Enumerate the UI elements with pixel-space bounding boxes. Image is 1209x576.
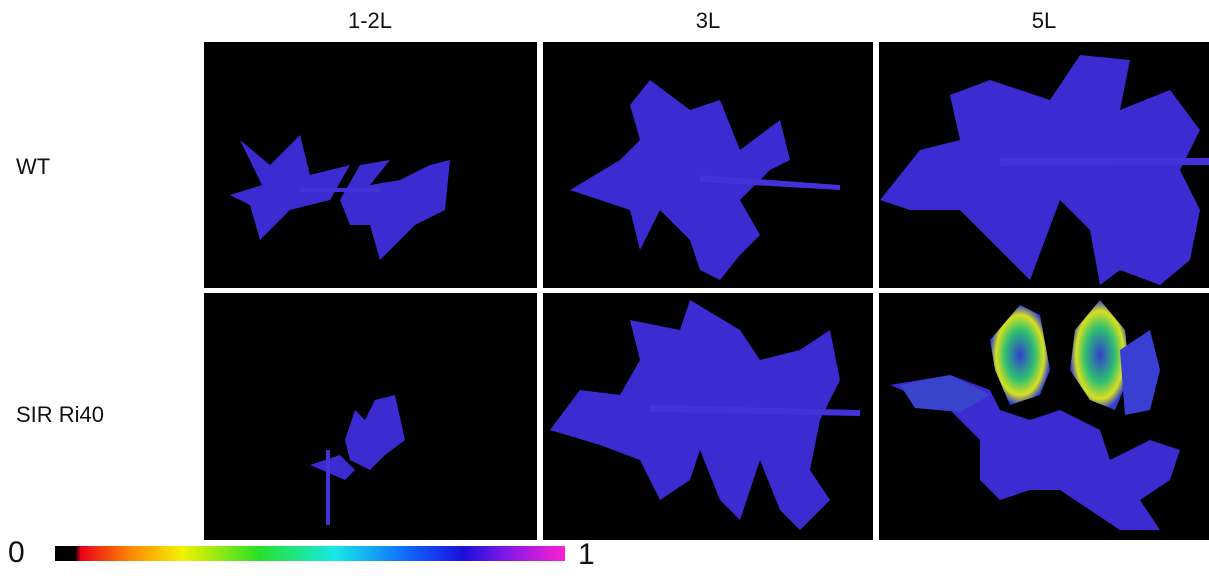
row-label: SIR Ri40 [16, 402, 104, 427]
column-label: 1-2L [348, 8, 392, 33]
column-label: 3L [696, 8, 720, 33]
colorbar-max-label: 1 [578, 538, 595, 571]
page: 1-2L 3L 5L WT SIR Ri40 [0, 0, 1209, 571]
colorbar [55, 546, 565, 561]
figure: 1-2L 3L 5L WT SIR Ri40 [0, 0, 1209, 571]
row-label: WT [16, 154, 50, 179]
column-label: 5L [1032, 8, 1056, 33]
colorbar-min-label: 0 [8, 536, 25, 569]
